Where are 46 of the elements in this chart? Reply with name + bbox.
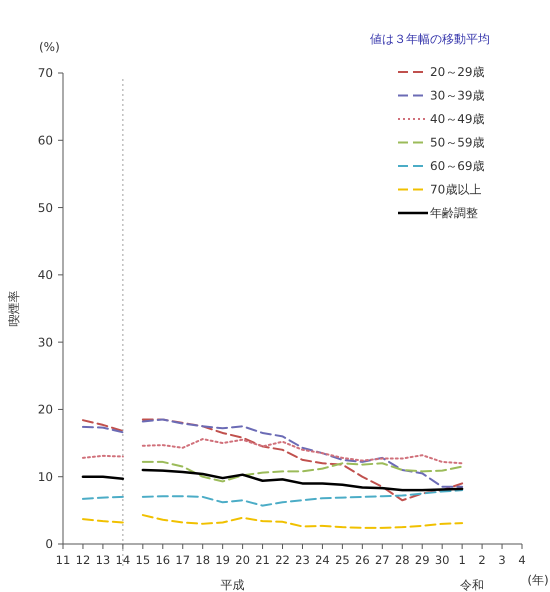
x-tick-label: 4 [518, 553, 526, 567]
x-tick-label: 2 [478, 553, 486, 567]
x-tick-label: 24 [315, 553, 330, 567]
x-tick-label: 18 [195, 553, 210, 567]
line-series [142, 460, 464, 482]
x-tick-label: 17 [175, 553, 190, 567]
legend-label: 20～29歳 [430, 65, 485, 80]
x-tick-label: 21 [255, 553, 270, 567]
x-tick-label: 30 [434, 553, 450, 567]
y-tick-label: 70 [38, 66, 53, 80]
x-tick-label: 22 [275, 553, 290, 567]
x-tick-label: 13 [96, 553, 110, 567]
y-tick-label: 0 [45, 537, 53, 552]
legend-label: 70歳以上 [430, 182, 482, 197]
x-tick-label: 16 [155, 553, 170, 567]
text: 令和 [460, 578, 484, 592]
x-tick-label: 28 [394, 553, 410, 567]
x-axis-title: (年) [527, 573, 549, 587]
x-tick-label: 23 [295, 553, 310, 567]
legend-label: 50～59歳 [430, 136, 485, 150]
y-tick-label: 50 [38, 200, 53, 215]
x-tick-label: 19 [215, 553, 230, 567]
y-tick-label: 40 [38, 268, 53, 282]
y-tick-label: 10 [38, 470, 53, 484]
x-tick-label: 29 [414, 553, 430, 567]
legend-label: 30～39歳 [430, 88, 485, 103]
y-tick-label: 60 [38, 133, 53, 148]
x-tick-label: 20 [235, 553, 250, 567]
x-tick-label: 15 [136, 553, 150, 567]
y-tick-label: 30 [38, 335, 53, 350]
x-tick-label: 14 [116, 553, 130, 567]
legend-label: 40～49歳 [430, 112, 485, 126]
legend-label: 60～69歳 [430, 159, 485, 174]
chart-subtitle: 値は３年幅の移動平均 [370, 32, 490, 46]
y-axis-title: 喫煙率 [7, 290, 21, 326]
y-tick-label: 20 [38, 402, 53, 417]
text: 平成 [220, 578, 245, 592]
x-tick-label: 25 [335, 553, 350, 567]
x-tick-label: 11 [56, 553, 70, 567]
x-tick-label: 3 [498, 553, 506, 567]
x-tick-label: 1 [458, 553, 466, 567]
x-tick-label: 27 [374, 553, 390, 567]
x-tick-label: 26 [355, 553, 370, 567]
legend-label: 年齢調整 [430, 206, 478, 220]
text: (%) [39, 40, 60, 54]
x-tick-label: 12 [76, 553, 90, 567]
